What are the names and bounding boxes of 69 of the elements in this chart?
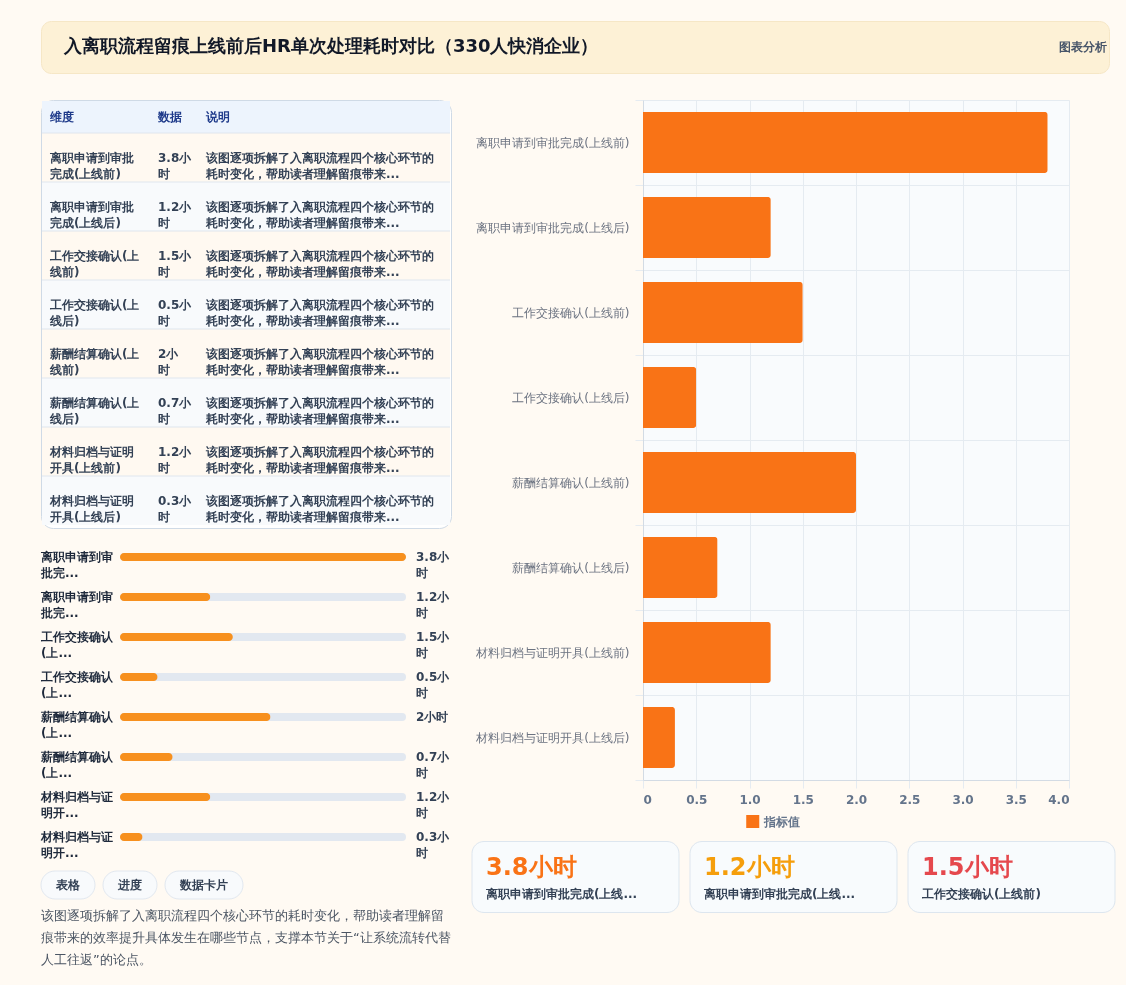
text: 0.3小时: [158, 493, 192, 524]
data-label: 1.2小时: [416, 790, 451, 820]
x-tick-label: 1.5: [792, 792, 814, 807]
y-tick-label: 工作交接确认(上...: [40, 630, 114, 660]
text: 3.8小时: [158, 150, 192, 181]
text: 1.2小时: [158, 444, 192, 475]
bar: [120, 793, 211, 801]
text: 该图逐项拆解了入离职流程四个核心环节的耗时变化，帮助读者理解留痕带来...: [205, 297, 434, 328]
data-label: 1.5小时: [416, 630, 451, 660]
x-tick-label: 2.0: [845, 792, 868, 807]
text: 数据: [157, 109, 182, 124]
text: 2小时: [158, 346, 179, 377]
x-tick-label: 0: [643, 792, 652, 807]
x-tick-label: 3.0: [952, 792, 974, 807]
y-tick-label: 材料归档与证明开具(上线前): [475, 646, 630, 660]
y-tick-label: 离职申请到审批完...: [40, 590, 113, 620]
x-tick-label: 3.5: [1005, 792, 1027, 807]
data-label: 0.7小时: [416, 750, 451, 780]
text: 说明: [205, 109, 230, 124]
legend-label: 指标值: [763, 814, 801, 829]
y-tick-label: 薪酬结算确认(上线后): [512, 561, 630, 575]
category-label: 工作交接确认(上线前): [921, 887, 1041, 901]
text: 该图逐项拆解了入离职流程四个核心环节的耗时变化，帮助读者理解留痕带来...: [205, 199, 434, 230]
y-tick-label: 离职申请到审批完成(上线后): [476, 221, 630, 235]
text: 该图逐项拆解了入离职流程四个核心环节的耗时变化，帮助读者理解留痕带来...: [205, 444, 434, 475]
text: 入离职流程留痕上线前后HR单次处理耗时对比（330人快消企业）: [63, 35, 599, 56]
text: 0.7小时: [158, 395, 192, 426]
y-tick-label: 薪酬结算确认(上...: [40, 750, 114, 780]
data-label: 0.3小时: [416, 830, 451, 860]
y-tick-label: 材料归档与证明开...: [40, 830, 113, 860]
x-tick-label: 4.0: [1048, 792, 1070, 807]
text: 离职申请到审批完成(上线...: [703, 887, 856, 901]
data-label: 1.2小时: [416, 590, 451, 620]
bar: [120, 753, 173, 761]
y-tick-label: 材料归档与证明开具(上线后): [475, 731, 630, 745]
x-tick-label: 2.5: [899, 792, 921, 807]
text: 该图逐项拆解了入离职流程四个核心环节的耗时变化，帮助读者理解留痕带来...: [205, 248, 434, 279]
y-tick-label: 工作交接确认(上线前): [512, 306, 630, 320]
text: 离职申请到审批完成(上线...: [485, 887, 638, 901]
y-tick-label: 离职申请到审批完成(上线前): [476, 136, 630, 150]
text: 维度: [49, 109, 74, 124]
text: 该图逐项拆解了入离职流程四个核心环节的耗时变化，帮助读者理解留痕带来...: [205, 150, 434, 181]
text: 该图逐项拆解了入离职流程四个核心环节的耗时变化，帮助读者理解留痕带来的效率提升具体发生在哪些节点，支撑本节关于“让系统流转代替人工往返”的论点。: [41, 908, 451, 967]
text: 进度: [117, 878, 142, 892]
y-tick-label: 薪酬结算确认(上...: [40, 710, 114, 740]
y-tick-label: 材料归档与证明开...: [40, 790, 113, 820]
text: 1.2小时: [704, 853, 795, 881]
data-label: 2小时: [416, 710, 449, 724]
y-tick-label: 工作交接确认(上...: [40, 670, 114, 700]
text: 该图逐项拆解了入离职流程四个核心环节的耗时变化，帮助读者理解留痕带来...: [205, 346, 434, 377]
y-tick-label: 工作交接确认(上线后): [512, 391, 630, 405]
text: 0.5小时: [158, 297, 192, 328]
y-tick-label: 薪酬结算确认(上线前): [512, 476, 630, 490]
y-tick-label: 离职申请到审批完...: [40, 550, 113, 580]
x-tick-label: 0.5: [686, 792, 708, 807]
text: 该图逐项拆解了入离职流程四个核心环节的耗时变化，帮助读者理解留痕带来...: [205, 395, 434, 426]
text: 1.2小时: [158, 199, 192, 230]
data-label: 0.5小时: [416, 670, 451, 700]
text: 该图逐项拆解了入离职流程四个核心环节的耗时变化，帮助读者理解留痕带来...: [205, 493, 434, 524]
text: 1.5小时: [158, 248, 192, 279]
data-label: 3.8小时: [416, 550, 451, 580]
x-tick-label: 1.0: [739, 792, 761, 807]
text: 3.8小时: [486, 853, 577, 881]
bar: [120, 593, 211, 601]
bar: [120, 673, 158, 681]
text: 表格: [55, 878, 81, 892]
text: 图表分析: [1059, 40, 1107, 54]
text: 数据卡片: [179, 878, 228, 892]
text: 1.5小时: [922, 853, 1013, 881]
